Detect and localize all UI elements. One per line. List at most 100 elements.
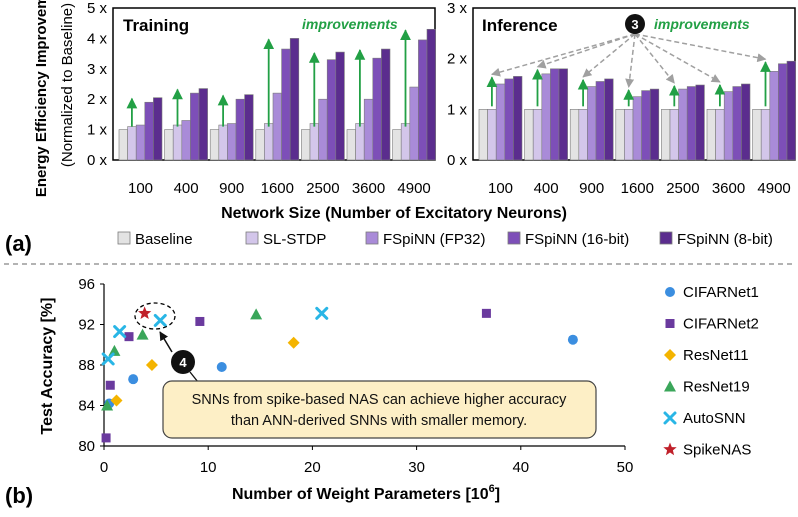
inference-x-tick-label: 1600	[621, 180, 654, 197]
inference-bars	[478, 60, 796, 161]
inference-y-tick-label: 2 x	[447, 51, 468, 68]
inference-x-ticks: 100 400 900 1600 2500 3600 4900	[488, 180, 791, 197]
training-y-tick-label: 5 x	[87, 0, 108, 17]
training-bar-sl-stdp	[218, 124, 228, 161]
inference-bar-fspinn-8-bit-	[513, 76, 523, 161]
callout-fan-arrow	[634, 33, 767, 63]
scatter-legend-marker-resnet11	[664, 349, 676, 361]
inference-y-tick-label: 1 x	[447, 101, 468, 118]
inference-bar-baseline	[752, 109, 762, 161]
scatter-x-tick-label: 10	[200, 459, 217, 476]
inference-bar-fspinn-16-bit-	[732, 86, 742, 161]
callout-pointer-arrow	[159, 331, 173, 353]
training-y-tick-label: 4 x	[87, 30, 108, 47]
inference-bar-fspinn-8-bit-	[558, 68, 568, 161]
callout-box	[162, 380, 597, 439]
scatter-legend: CIFARNet1 CIFARNet2 ResNet11 ResNet19 AutoSN…	[663, 284, 759, 459]
scatter-legend-label: CIFARNet1	[683, 284, 759, 301]
scatter-legend-marker-resnet19	[664, 380, 676, 392]
scatter-point-cifarnet2	[481, 308, 491, 318]
inference-bar-fspinn-8-bit-	[604, 78, 614, 161]
inference-bar-fspinn-fp32-	[587, 86, 597, 161]
legend-label: FSpiNN (8-bit)	[677, 231, 773, 248]
training-y-tick-label: 2 x	[87, 91, 108, 108]
scatter-x-axis-label-exponent: 6	[489, 483, 495, 495]
inference-bar-fspinn-16-bit-	[595, 81, 605, 161]
inference-bar-fspinn-fp32-	[495, 83, 506, 161]
training-improvements-label: improvements	[302, 16, 398, 32]
scatter-legend-marker-cifarnet1	[665, 287, 675, 297]
training-bar-sl-stdp	[127, 126, 137, 161]
scatter-point-resnet11	[145, 359, 158, 371]
inference-bar-fspinn-fp32-	[723, 91, 734, 161]
badge-3-circle	[625, 14, 645, 34]
training-bar-fspinn-fp32-	[135, 124, 146, 161]
training-bar-sl-stdp	[172, 124, 183, 161]
training-bar-fspinn-fp32-	[363, 98, 374, 161]
scatter-point-autosnn	[153, 313, 167, 327]
inference-bar-fspinn-16-bit-	[641, 90, 651, 161]
training-bar-baseline	[346, 129, 356, 161]
training-bar-fspinn-8-bit-	[153, 97, 163, 161]
training-title: Training	[123, 16, 189, 35]
callout-fan-arrow	[634, 33, 675, 84]
highlight-ellipse	[134, 302, 176, 330]
inference-bar-baseline	[569, 109, 580, 161]
y-axis-label-energy: Energy Efficiency Improvement	[33, 0, 50, 197]
scatter-legend-marker-cifarnet2	[665, 319, 675, 328]
scatter-x-tick-label: 40	[512, 459, 529, 476]
scatter-point-cifarnet2	[101, 433, 111, 443]
training-bar-baseline	[255, 129, 265, 161]
inference-improvements-label: improvements	[654, 16, 750, 32]
scatter-point-cifarnet2	[124, 332, 134, 342]
scatter-point-cifarnet1	[128, 374, 139, 385]
scatter-points	[101, 306, 578, 443]
inference-y-tick-label: 3 x	[447, 0, 468, 17]
inference-x-tick-label: 900	[579, 180, 604, 197]
inference-bar-fspinn-16-bit-	[550, 68, 560, 161]
inference-x-tick-label: 2500	[666, 180, 699, 197]
scatter-point-cifarnet2	[105, 380, 115, 390]
inference-bar-fspinn-16-bit-	[504, 78, 514, 161]
inference-bar-fspinn-16-bit-	[686, 86, 697, 161]
callout-fan-arrow	[634, 33, 721, 83]
inference-bar-sl-stdp	[624, 109, 634, 161]
training-bars	[118, 28, 436, 161]
training-bar-fspinn-8-bit-	[244, 94, 254, 161]
training-x-tick-label: 2500	[306, 180, 339, 197]
inference-bar-sl-stdp	[487, 109, 497, 161]
training-x-tick-label: 4900	[397, 180, 430, 197]
scatter-legend-label: SpikeNAS	[683, 442, 751, 459]
training-bar-fspinn-8-bit-	[426, 28, 436, 161]
callout-fan-arrow	[625, 33, 636, 88]
badge-connector	[189, 371, 199, 383]
inference-bar-fspinn-8-bit-	[649, 88, 660, 161]
scatter-x-tick-label: 30	[408, 459, 425, 476]
inference-bar-baseline	[478, 109, 488, 161]
scatter-point-cifarnet1	[216, 362, 227, 373]
inference-y-tick-label: 0 x	[447, 152, 468, 169]
x-axis-label-network-size: Network Size (Number of Excitatory Neuro…	[221, 205, 567, 222]
training-bar-fspinn-fp32-	[227, 123, 237, 161]
training-bar-fspinn-16-bit-	[281, 48, 291, 161]
inference-bar-baseline	[615, 109, 625, 161]
training-x-tick-label: 900	[219, 180, 244, 197]
training-chart: 0 x 1 x 2 x 3 x 4 x 5 x Training improvements…	[87, 0, 436, 197]
legend-swatch	[365, 231, 379, 245]
scatter-y-axis-label: Test Accuracy [%]	[39, 298, 56, 435]
callout-fan-arrow	[582, 33, 636, 78]
training-bar-sl-stdp	[400, 123, 411, 161]
training-bar-fspinn-fp32-	[318, 98, 328, 161]
scatter-y-tick-label: 84	[78, 398, 95, 415]
panel-label-a: (a)	[5, 231, 32, 256]
training-bar-fspinn-fp32-	[409, 86, 419, 161]
training-bar-fspinn-fp32-	[272, 92, 282, 161]
inference-bar-baseline	[661, 109, 671, 161]
inference-bar-sl-stdp	[578, 109, 588, 161]
training-bar-baseline	[392, 129, 402, 161]
inference-bar-fspinn-fp32-	[541, 73, 551, 161]
inference-chart: 0 x 1 x 2 x 3 x Inference 3 improvements 10…	[447, 0, 796, 197]
bar-legend: Baseline SL-STDP FSpiNN (FP32) FSpiNN (16-b…	[117, 231, 773, 248]
inference-bar-sl-stdp	[760, 109, 771, 161]
inference-bar-baseline	[706, 109, 716, 161]
